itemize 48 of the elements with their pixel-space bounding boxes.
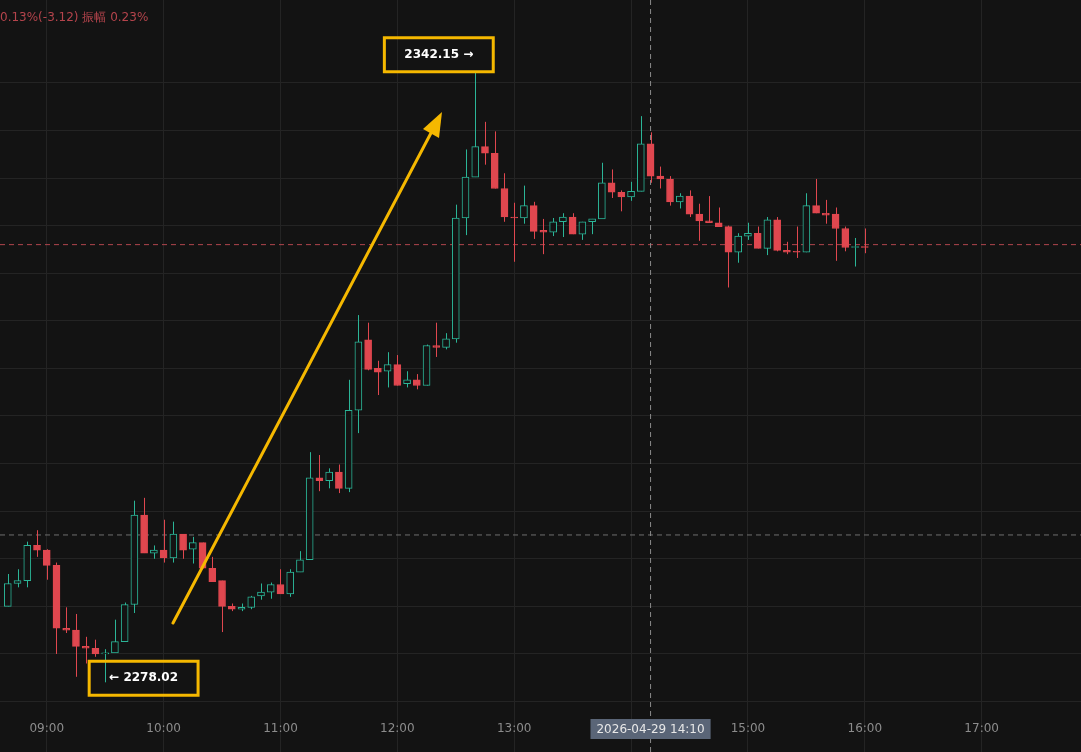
candlestick [520,185,528,225]
x-tick-label: 12:00 [380,721,415,736]
candlestick [72,613,80,678]
x-tick-label: 11:00 [263,721,298,736]
candlestick [549,217,557,237]
candlestick [393,354,402,387]
candlestick [111,619,119,654]
candlestick [666,175,674,207]
candlestick [627,181,635,202]
candlestick [481,121,489,166]
annotation: ← 2278.02 [109,670,179,685]
candlestick [705,195,713,224]
candlestick [792,226,801,259]
candlestick [101,648,110,683]
candlestick [607,168,616,199]
annotation: 2342.15 → [404,46,474,61]
x-tick-label: 15:00 [730,721,766,736]
candlestick [812,178,820,214]
candlestick [374,360,382,396]
candlestick [42,548,51,581]
candlestick [189,536,197,565]
candlestick [841,226,850,252]
candlestick [510,202,519,263]
candlestick [62,606,71,634]
annotation: 0.13%(-3.12) 振幅 0.23% [0,10,149,25]
candlestick [208,556,217,583]
candlestick [559,212,567,238]
candlestick [286,568,295,598]
candlestick [695,203,704,242]
candlestick [13,568,22,588]
candlestick [539,218,548,255]
candlestick [714,207,723,228]
x-tick-label: 10:00 [146,721,181,736]
candlestick [432,322,441,358]
ref-line-label: 2026-04-29 14:10 [596,721,705,736]
candlestick [734,232,743,264]
candlestick [179,533,187,560]
candlestick [822,199,830,225]
candlestick [383,351,392,388]
candlestick [3,573,12,607]
x-tick-label: 13:00 [496,721,532,736]
candlestick [335,464,343,494]
x-tick-label: 16:00 [847,721,883,736]
candlestick [325,467,333,489]
x-tick-label: 09:00 [29,721,65,736]
candlestick [33,529,41,558]
x-tick-label: 17:00 [964,721,999,736]
candlestick [81,636,90,664]
